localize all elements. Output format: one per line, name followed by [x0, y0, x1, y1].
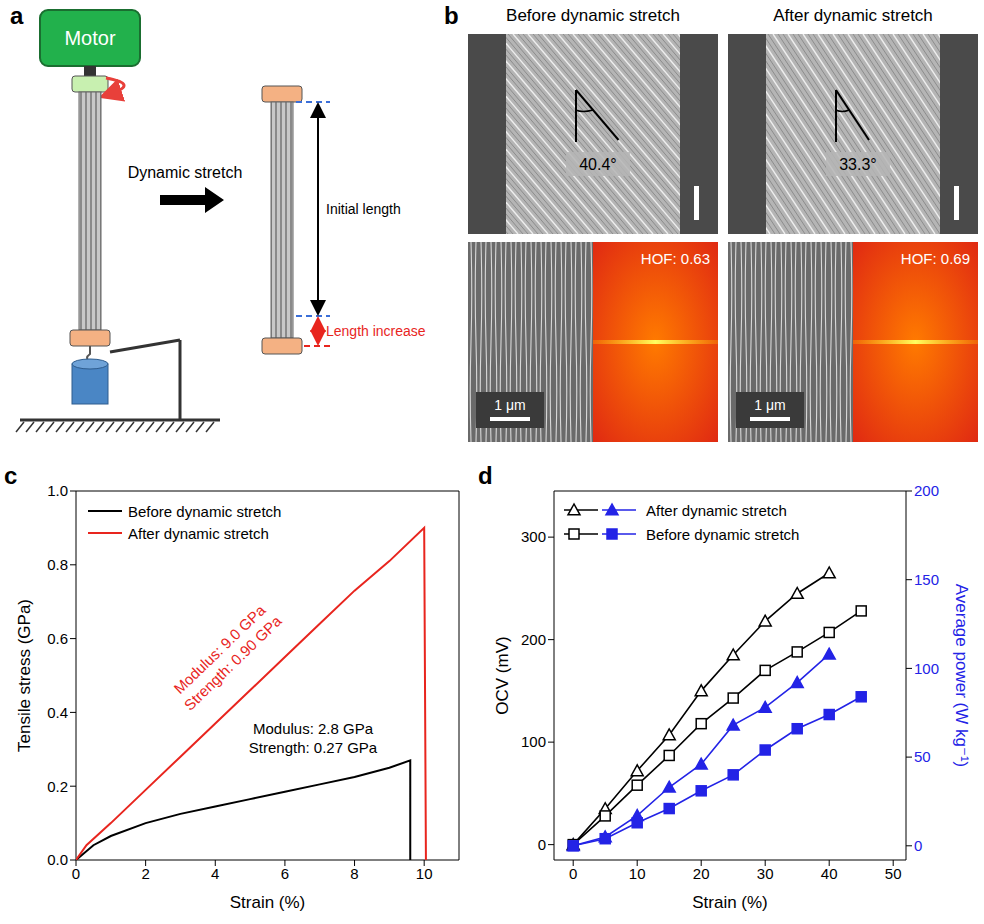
svg-text:50: 50: [885, 865, 902, 882]
html-text:Modulus: 9.0 GPa: Modulus: 9.0 GPa: [170, 601, 269, 697]
svg-text:Motor: Motor: [64, 27, 115, 49]
html-text:Before dynamic stretch: Before dynamic stretch: [506, 6, 680, 25]
html-text:Strength: 0.90 GPa: Strength: 0.90 GPa: [180, 612, 285, 714]
html-text:After dynamic stretch: After dynamic stretch: [646, 501, 787, 519]
html-text:Before dynamic stretch: Before dynamic stretch: [128, 502, 282, 520]
svg-text:200: 200: [914, 482, 939, 499]
html-text:Modulus: 2.8 GPa: Modulus: 2.8 GPa: [253, 720, 373, 737]
svg-text:1.0: 1.0: [47, 482, 68, 499]
svg-text:0.4: 0.4: [47, 704, 68, 721]
svg-text:0.0: 0.0: [47, 851, 68, 868]
svg-text:Strain (%): Strain (%): [692, 893, 768, 912]
svg-text:300: 300: [521, 528, 546, 545]
svg-text:1 μm: 1 μm: [494, 397, 525, 413]
svg-text:Strain (%): Strain (%): [230, 893, 306, 912]
svg-text:Dynamic stretch: Dynamic stretch: [128, 164, 243, 181]
svg-text:50: 50: [914, 748, 931, 765]
svg-text:150: 150: [914, 571, 939, 588]
svg-text:200: 200: [521, 631, 546, 648]
svg-text:100: 100: [914, 660, 939, 677]
html-text:After dynamic stretch: After dynamic stretch: [773, 6, 933, 25]
svg-text:HOF: 0.63: HOF: 0.63: [641, 250, 710, 267]
svg-text:30: 30: [757, 865, 774, 882]
html-text:c: c: [4, 462, 18, 489]
html-text:Strength: 0.27 GPa: Strength: 0.27 GPa: [248, 739, 378, 756]
html-text:Before dynamic stretch: Before dynamic stretch: [646, 525, 800, 543]
svg-text:0: 0: [569, 865, 577, 882]
svg-text:a: a: [10, 2, 24, 29]
svg-text:10: 10: [416, 865, 433, 882]
svg-text:1 μm: 1 μm: [754, 397, 785, 413]
svg-text:40.4°: 40.4°: [579, 156, 617, 173]
svg-text:33.3°: 33.3°: [839, 156, 877, 173]
svg-text:100: 100: [521, 733, 546, 750]
svg-text:8: 8: [350, 865, 358, 882]
svg-text:Length increase: Length increase: [326, 323, 426, 339]
svg-text:0: 0: [914, 837, 922, 854]
svg-text:0: 0: [538, 836, 546, 853]
svg-text:0: 0: [72, 865, 80, 882]
svg-text:0.8: 0.8: [47, 556, 68, 573]
svg-text:2: 2: [141, 865, 149, 882]
html-text:b: b: [444, 2, 459, 29]
svg-text:0.6: 0.6: [47, 630, 68, 647]
svg-text:HOF: 0.69: HOF: 0.69: [901, 250, 970, 267]
svg-text:10: 10: [629, 865, 646, 882]
html-text:d: d: [478, 462, 493, 489]
svg-text:4: 4: [211, 865, 219, 882]
svg-text:Tensile stress (GPa): Tensile stress (GPa): [15, 599, 34, 752]
svg-text:Average power (W kg⁻¹): Average power (W kg⁻¹): [952, 584, 971, 767]
html-text:After dynamic stretch: After dynamic stretch: [128, 524, 269, 542]
svg-text:6: 6: [281, 865, 289, 882]
svg-text:20: 20: [693, 865, 710, 882]
svg-text:Initial length: Initial length: [326, 201, 401, 217]
svg-text:40: 40: [821, 865, 838, 882]
svg-text:OCV (mV): OCV (mV): [493, 636, 512, 714]
svg-text:0.2: 0.2: [47, 778, 68, 795]
